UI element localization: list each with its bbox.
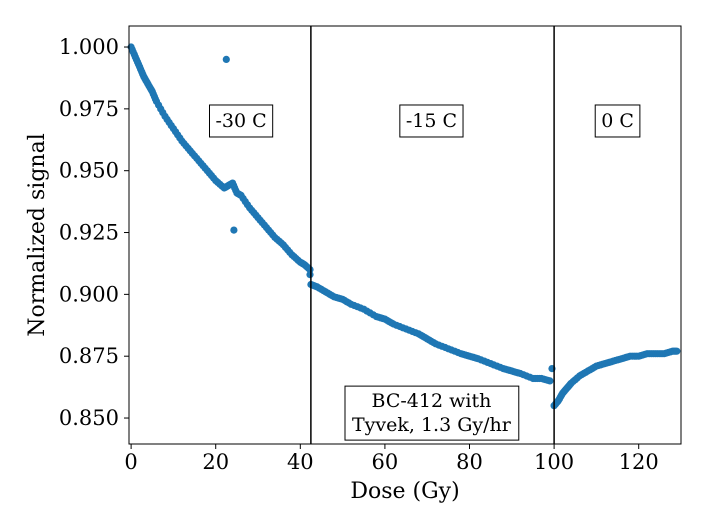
data-point [230, 226, 238, 234]
annotation-line: BC-412 with [372, 390, 492, 412]
x-tick-label: 80 [456, 450, 483, 474]
region-labels: -30 C -15 C 0 C [208, 104, 641, 138]
y-tick-label: 1.000 [59, 35, 119, 59]
data-point [222, 55, 230, 64]
data-point [306, 266, 314, 274]
region-label-box [399, 104, 464, 138]
y-tick-label: 0.975 [59, 97, 119, 121]
data-point [546, 377, 554, 385]
x-tick-label: 60 [372, 450, 399, 474]
region-label: 0 C [594, 104, 641, 138]
region-label-text: -15 C [406, 110, 457, 132]
region-label: -15 C [399, 104, 464, 138]
x-axis-label: Dose (Gy) [350, 479, 459, 504]
y-tick-label: 0.850 [59, 406, 119, 430]
x-tick-label: 0 [124, 450, 137, 474]
plot-frame [128, 25, 682, 445]
temperature-boundaries [310, 26, 555, 444]
y-tick-label: 0.900 [59, 282, 119, 306]
region-label-text: -30 C [215, 110, 266, 132]
data-points [127, 43, 681, 410]
y-ticks: 0.850 0.875 0.900 0.925 0.950 0.975 1.000 [59, 35, 129, 430]
annotation-frame [344, 385, 520, 441]
y-tick-label: 0.925 [59, 221, 119, 245]
data-point [673, 347, 681, 355]
region-label-text: 0 C [601, 110, 634, 132]
y-tick-label: 0.875 [59, 344, 119, 368]
x-tick-label: 100 [534, 450, 574, 474]
region-label-box [594, 104, 641, 138]
x-ticks: 0 20 40 60 80 100 120 [124, 444, 659, 474]
y-tick-label: 0.950 [59, 159, 119, 183]
region-label: -30 C [208, 104, 274, 138]
data-point [306, 271, 314, 279]
y-axis-label: Normalized signal [25, 133, 50, 336]
annotation-line: Tyvek, 1.3 Gy/hr [352, 414, 512, 436]
x-tick-label: 120 [619, 450, 659, 474]
x-tick-label: 40 [287, 450, 314, 474]
x-tick-label: 20 [202, 450, 229, 474]
region-label-box [208, 104, 274, 138]
